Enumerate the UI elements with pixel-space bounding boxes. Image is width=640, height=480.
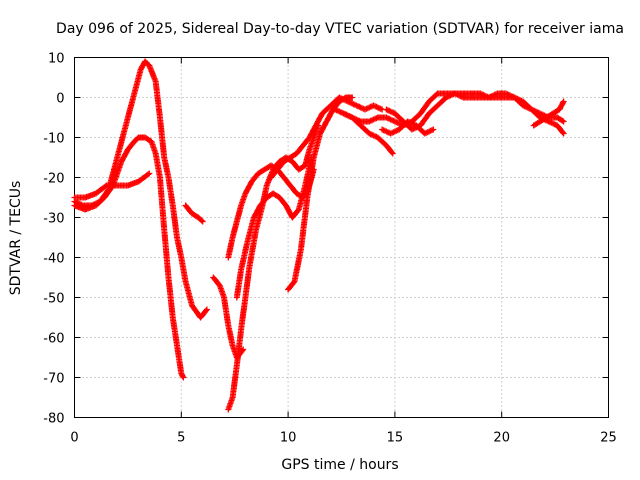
series-arc-10 [285,94,356,293]
x-tick-label: 15 [387,431,404,446]
x-tick-label: 0 [70,431,78,446]
data-point [389,150,396,157]
series-arc-14 [379,118,437,137]
data-point [203,306,210,313]
axis-ticks: 0 5 10 15 20 25 10 0 -10 -20 -30 -40 -50 -60 -70 -80 [43,52,617,446]
x-tick-label: 10 [280,431,297,446]
y-tick-label: -30 [43,212,64,227]
series-arc-1 [71,58,210,321]
y-tick-label: -10 [43,132,64,147]
series-arc-2 [71,134,187,381]
data-point [560,130,567,137]
series-arc-7 [225,162,317,261]
plot-frame [74,57,609,418]
y-tick-label: -40 [43,252,64,267]
data-point [559,117,566,124]
data-point [559,129,566,136]
data-point [560,98,567,105]
y-tick-label: -50 [43,292,64,307]
y-tick-label: -70 [43,372,64,387]
series-arc-4 [182,202,206,225]
y-tick-label: -80 [43,412,64,427]
data-point [146,170,153,177]
series-arc-3 [71,170,153,201]
data-point [559,99,566,106]
series-arc-15 [530,98,567,129]
y-tick-label: -20 [43,172,64,187]
data-point [560,118,567,125]
chart-title: Day 096 of 2025, Sidereal Day-to-day VTE… [56,21,624,37]
data-points [71,58,567,413]
series-arc-6 [225,122,321,413]
series-arc-5 [210,274,247,361]
data-point [179,373,186,380]
data-point [203,307,209,314]
series-arc-9 [268,94,386,181]
data-point [239,347,246,354]
y-tick-label: -60 [43,332,64,347]
data-point [180,374,187,381]
data-point [199,218,206,225]
series-arc-8 [233,154,315,301]
data-point [198,217,205,224]
data-point [349,94,356,101]
y-tick-label: 10 [48,52,65,67]
data-point [102,183,109,190]
data-point [145,171,152,178]
x-axis-label: GPS time / hours [281,457,398,473]
x-tick-label: 5 [177,431,185,446]
data-point [430,126,437,133]
y-tick-label: 0 [56,92,64,107]
data-point [388,149,395,156]
y-axis-label: SDTVAR / TECUs [8,181,24,296]
x-tick-label: 20 [493,431,510,446]
x-tick-label: 25 [600,431,617,446]
